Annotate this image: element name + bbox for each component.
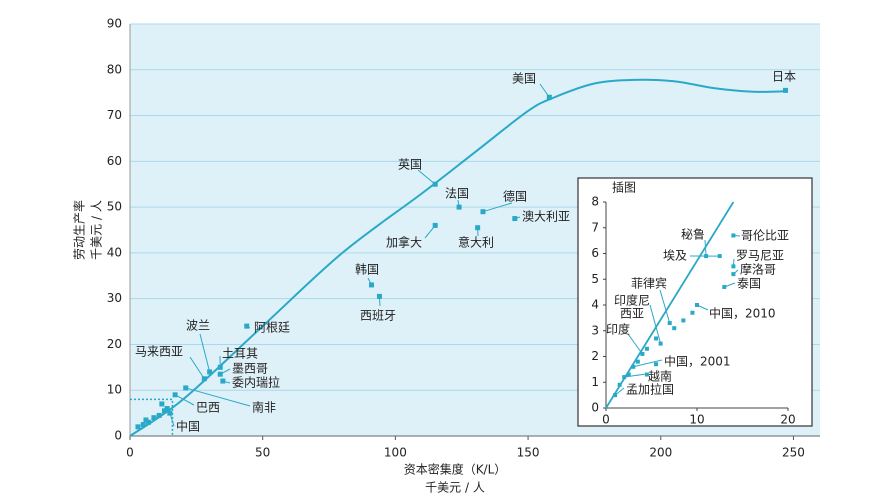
inset-data-point [681,318,685,322]
inset-label-leader [733,235,740,236]
point-label: 日本 [772,70,796,84]
inset-y-tick-label: 2 [591,349,599,363]
point-label: 韩国 [355,262,379,277]
y-tick-label: 10 [107,383,122,397]
inset-data-point [672,326,676,330]
inset-y-tick-label: 5 [591,272,599,286]
point-label: 委内瑞拉 [232,375,280,390]
y-tick-label: 40 [107,245,122,259]
data-point [151,415,156,420]
label-leader-line [379,296,380,306]
inset-point-label: 罗马尼亚 [736,249,784,263]
y-tick-label: 70 [107,108,122,122]
data-point [143,417,148,422]
inset-point-label: 中国，2010 [709,306,776,321]
inset-point-label: 印度 [606,322,630,337]
x-tick-label: 0 [126,446,134,460]
y-tick-label: 0 [114,429,122,443]
point-label: 意大利 [458,235,494,250]
inset-x-tick-label: 20 [780,413,795,427]
point-label: 西班牙 [360,309,396,323]
inset-title: 插图 [612,181,636,195]
y-tick-label: 60 [107,154,122,168]
point-label: 英国 [398,158,422,172]
x-tick-label: 250 [782,446,805,460]
inset-x-tick-label: 0 [602,413,610,427]
inset-data-point [618,383,622,387]
x-tick-label: 150 [517,446,540,460]
inset-point-label: 印度尼 [614,293,650,308]
inset-label-leader [733,259,734,266]
inset-data-point [627,373,631,377]
point-label: 美国 [512,72,536,86]
point-label: 土耳其 [222,347,258,361]
y-tick-label: 20 [107,337,122,351]
point-label: 波兰 [186,319,210,333]
y-tick-label: 30 [107,291,122,305]
inset-data-point [654,336,658,340]
inset-data-point [645,373,649,377]
inset-data-point [654,362,658,366]
inset-data-point [690,311,694,315]
point-label: 澳大利亚 [522,210,570,224]
point-label: 法国 [445,187,469,201]
point-label: 墨西哥 [232,362,268,376]
inset-y-tick-label: 7 [591,220,599,234]
inset-y-tick-label: 6 [591,246,599,260]
data-point [157,413,162,418]
inset-point-label: 西亚 [620,307,644,321]
y-axis-unit: 千美元 / 人 [90,200,104,260]
y-tick-label: 80 [107,62,122,76]
x-tick-label: 50 [255,446,270,460]
data-point [135,424,140,429]
inset-point-label: 中国，2001 [664,354,731,369]
inset-point-label: 孟加拉国 [626,382,674,397]
inset-y-tick-label: 4 [591,298,599,312]
inset-point-label: 哥伦比亚 [741,228,789,243]
inset-data-point [645,347,649,351]
inset-point-label: 埃及 [663,249,687,263]
data-point [783,88,788,93]
y-tick-label: 50 [107,200,122,214]
point-label: 德国 [503,189,527,204]
x-tick-label: 200 [649,446,672,460]
y-axis-title: 劳动生产率 [72,200,87,260]
inset-x-tick-label: 10 [689,413,704,427]
point-label: 阿根廷 [254,321,290,335]
inset-point-label: 越南 [648,369,672,384]
inset-y-tick-label: 3 [591,323,599,337]
inset-point-label: 菲律宾 [631,276,667,291]
data-point [165,406,170,411]
point-label: 中国 [176,419,200,434]
inset-y-tick-label: 8 [591,195,599,209]
point-label: 马来西亚 [135,345,183,359]
inset-point-label: 泰国 [737,277,761,291]
point-label: 加拿大 [386,235,422,250]
data-point [141,422,146,427]
point-label: 巴西 [196,401,220,415]
x-axis-title: 资本密集度（K/L） [404,462,507,477]
inset-point-label: 秘鲁 [681,228,705,242]
point-label: 南非 [252,400,276,415]
inset-y-tick-label: 1 [591,375,599,389]
inset-data-point [636,360,640,364]
inset-point-label: 摩洛哥 [740,262,776,277]
inset-y-tick-label: 0 [591,401,599,415]
y-tick-label: 90 [107,17,122,31]
x-tick-label: 100 [384,446,407,460]
x-axis-unit: 千美元 / 人 [425,481,485,495]
data-point [159,401,164,406]
